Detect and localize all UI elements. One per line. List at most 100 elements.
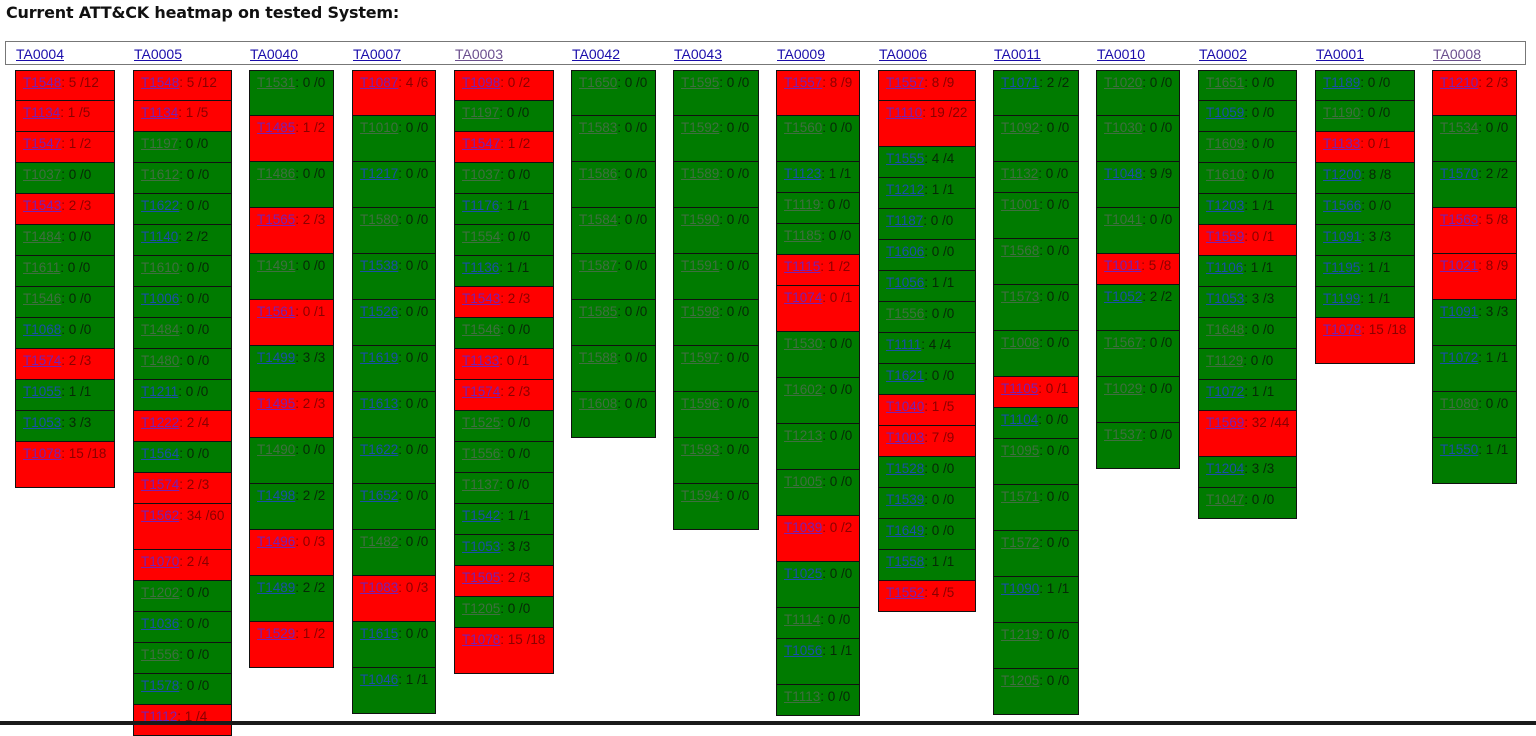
technique-link-t1585[interactable]: T1585 xyxy=(579,304,618,319)
technique-link-t1105[interactable]: T1105 xyxy=(1001,381,1039,396)
technique-link-t1547[interactable]: T1547 xyxy=(23,136,62,151)
technique-link-t1211[interactable]: T1211 xyxy=(141,384,179,399)
technique-link-t1114[interactable]: T1114 xyxy=(784,612,821,627)
technique-link-t1586[interactable]: T1586 xyxy=(579,166,618,181)
technique-link-t1588[interactable]: T1588 xyxy=(579,350,618,365)
technique-link-t1499[interactable]: T1499 xyxy=(257,350,296,365)
technique-link-t1098[interactable]: T1098 xyxy=(462,75,501,90)
technique-link-t1556[interactable]: T1556 xyxy=(886,306,925,321)
technique-link-t1129[interactable]: T1129 xyxy=(1206,353,1244,368)
tactic-link-ta0009[interactable]: TA0009 xyxy=(777,46,825,62)
technique-link-t1584[interactable]: T1584 xyxy=(579,212,618,227)
technique-link-t1011[interactable]: T1011 xyxy=(1104,258,1142,273)
technique-link-t1612[interactable]: T1612 xyxy=(141,167,180,182)
technique-link-t1573[interactable]: T1573 xyxy=(1001,289,1040,304)
technique-link-t1136[interactable]: T1136 xyxy=(462,260,500,275)
technique-link-t1648[interactable]: T1648 xyxy=(1206,322,1245,337)
technique-link-t1556[interactable]: T1556 xyxy=(141,647,180,662)
technique-link-t1133[interactable]: T1133 xyxy=(462,353,500,368)
technique-link-t1543[interactable]: T1543 xyxy=(23,198,62,213)
technique-link-t1621[interactable]: T1621 xyxy=(886,368,925,383)
technique-link-t1611[interactable]: T1611 xyxy=(23,260,61,275)
technique-link-t1525[interactable]: T1525 xyxy=(462,415,501,430)
technique-link-t1496[interactable]: T1496 xyxy=(257,534,296,549)
technique-link-t1546[interactable]: T1546 xyxy=(23,291,62,306)
technique-link-t1176[interactable]: T1176 xyxy=(462,198,500,213)
technique-link-t1080[interactable]: T1080 xyxy=(1440,396,1479,411)
technique-link-t1566[interactable]: T1566 xyxy=(1323,198,1362,213)
technique-link-t1059[interactable]: T1059 xyxy=(1206,105,1245,120)
technique-link-t1615[interactable]: T1615 xyxy=(360,626,399,641)
technique-link-t1491[interactable]: T1491 xyxy=(257,258,296,273)
technique-link-t1598[interactable]: T1598 xyxy=(681,304,720,319)
technique-link-t1111[interactable]: T1111 xyxy=(886,337,922,352)
technique-link-t1548[interactable]: T1548 xyxy=(23,75,62,90)
technique-link-t1595[interactable]: T1595 xyxy=(681,75,720,90)
technique-link-t1531[interactable]: T1531 xyxy=(257,75,296,90)
technique-link-t1485[interactable]: T1485 xyxy=(257,120,296,135)
technique-link-t1498[interactable]: T1498 xyxy=(257,488,296,503)
technique-link-t1056[interactable]: T1056 xyxy=(784,643,823,658)
technique-link-t1548[interactable]: T1548 xyxy=(141,75,180,90)
technique-link-t1538[interactable]: T1538 xyxy=(360,258,399,273)
technique-link-t1068[interactable]: T1068 xyxy=(23,322,62,337)
technique-link-t1650[interactable]: T1650 xyxy=(579,75,618,90)
technique-link-t1090[interactable]: T1090 xyxy=(1001,581,1040,596)
technique-link-t1542[interactable]: T1542 xyxy=(462,508,501,523)
technique-link-t1205[interactable]: T1205 xyxy=(1001,673,1040,688)
technique-link-t1001[interactable]: T1001 xyxy=(1001,197,1040,212)
tactic-link-ta0006[interactable]: TA0006 xyxy=(879,46,927,62)
technique-link-t1197[interactable]: T1197 xyxy=(462,105,500,120)
technique-link-t1486[interactable]: T1486 xyxy=(257,166,296,181)
technique-link-t1537[interactable]: T1537 xyxy=(1104,427,1143,442)
technique-link-t1112[interactable]: T1112 xyxy=(141,709,178,724)
technique-link-t1574[interactable]: T1574 xyxy=(462,384,501,399)
tactic-link-ta0010[interactable]: TA0010 xyxy=(1097,46,1145,62)
technique-link-t1140[interactable]: T1140 xyxy=(141,229,179,244)
technique-link-t1590[interactable]: T1590 xyxy=(681,212,720,227)
technique-link-t1072[interactable]: T1072 xyxy=(1440,350,1479,365)
tactic-link-ta0007[interactable]: TA0007 xyxy=(353,46,401,62)
technique-link-t1622[interactable]: T1622 xyxy=(141,198,180,213)
technique-link-t1134[interactable]: T1134 xyxy=(23,105,61,120)
technique-link-t1602[interactable]: T1602 xyxy=(784,382,823,397)
technique-link-t1559[interactable]: T1559 xyxy=(1206,229,1245,244)
technique-link-t1222[interactable]: T1222 xyxy=(141,415,180,430)
technique-link-t1587[interactable]: T1587 xyxy=(579,258,618,273)
technique-link-t1185[interactable]: T1185 xyxy=(784,228,822,243)
technique-link-t1530[interactable]: T1530 xyxy=(784,336,823,351)
technique-link-t1610[interactable]: T1610 xyxy=(1206,167,1245,182)
technique-link-t1539[interactable]: T1539 xyxy=(886,492,925,507)
technique-link-t1039[interactable]: T1039 xyxy=(784,520,823,535)
technique-link-t1133[interactable]: T1133 xyxy=(1323,136,1361,151)
technique-link-t1010[interactable]: T1010 xyxy=(360,120,399,135)
technique-link-t1037[interactable]: T1037 xyxy=(23,167,62,182)
technique-link-t1547[interactable]: T1547 xyxy=(462,136,501,151)
technique-link-t1572[interactable]: T1572 xyxy=(1001,535,1040,550)
technique-link-t1030[interactable]: T1030 xyxy=(1104,120,1143,135)
technique-link-t1052[interactable]: T1052 xyxy=(1104,289,1143,304)
technique-link-t1078[interactable]: T1078 xyxy=(462,632,501,647)
technique-link-t1123[interactable]: T1123 xyxy=(784,166,822,181)
technique-link-t1574[interactable]: T1574 xyxy=(141,477,180,492)
tactic-link-ta0042[interactable]: TA0042 xyxy=(572,46,620,62)
technique-link-t1528[interactable]: T1528 xyxy=(886,461,925,476)
technique-link-t1053[interactable]: T1053 xyxy=(1206,291,1245,306)
technique-link-t1115[interactable]: T1115 xyxy=(784,259,821,274)
technique-link-t1578[interactable]: T1578 xyxy=(141,678,180,693)
technique-link-t1200[interactable]: T1200 xyxy=(1323,167,1362,182)
technique-link-t1591[interactable]: T1591 xyxy=(681,258,720,273)
technique-link-t1005[interactable]: T1005 xyxy=(784,474,823,489)
tactic-link-ta0008[interactable]: TA0008 xyxy=(1433,46,1481,62)
technique-link-t1567[interactable]: T1567 xyxy=(1104,335,1143,350)
technique-link-t1204[interactable]: T1204 xyxy=(1206,461,1245,476)
tactic-link-ta0003[interactable]: TA0003 xyxy=(455,46,503,62)
technique-link-t1137[interactable]: T1137 xyxy=(462,477,500,492)
technique-link-t1048[interactable]: T1048 xyxy=(1104,166,1143,181)
technique-link-t1583[interactable]: T1583 xyxy=(579,120,618,135)
technique-link-t1087[interactable]: T1087 xyxy=(360,75,399,90)
technique-link-t1037[interactable]: T1037 xyxy=(462,167,501,182)
technique-link-t1592[interactable]: T1592 xyxy=(681,120,720,135)
technique-link-t1594[interactable]: T1594 xyxy=(681,488,720,503)
technique-link-t1568[interactable]: T1568 xyxy=(1001,243,1040,258)
